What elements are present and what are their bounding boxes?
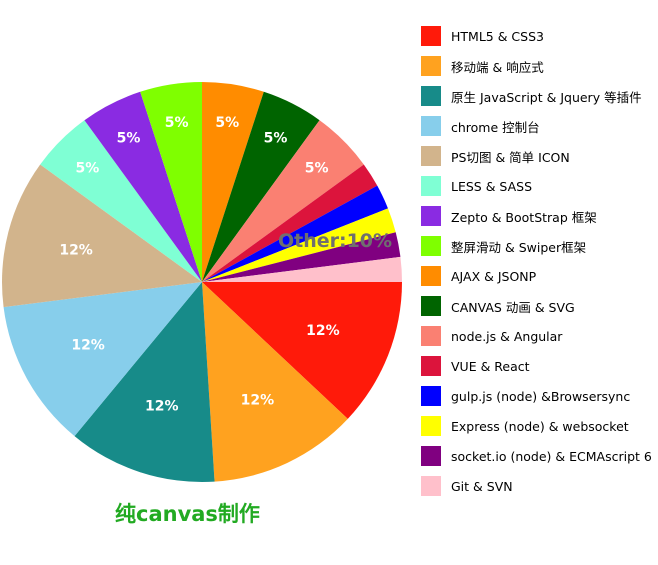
legend-item: node.js & Angular <box>421 321 652 351</box>
legend-swatch <box>421 146 441 166</box>
legend-swatch <box>421 236 441 256</box>
pie-slice-1 <box>202 282 402 419</box>
legend-label: CANVAS 动画 & SVG <box>451 299 575 315</box>
slice-percent-label: 12% <box>306 323 340 339</box>
legend-item: 移动端 & 响应式 <box>421 51 652 81</box>
pie-slice-6 <box>40 120 203 282</box>
legend-label: 整屏滑动 & Swiper框架 <box>451 239 587 255</box>
legend-swatch <box>421 356 441 376</box>
legend-label: HTML5 & CSS3 <box>451 28 544 44</box>
slice-percent-label: 12% <box>59 243 93 259</box>
legend-label: Express (node) & websocket <box>451 418 629 434</box>
legend-item: 原生 JavaScript & Jquery 等插件 <box>421 81 652 111</box>
legend-item: VUE & React <box>421 351 652 381</box>
pie-slices <box>2 82 402 483</box>
legend-label: 原生 JavaScript & Jquery 等插件 <box>451 89 642 105</box>
legend-item: AJAX & JSONP <box>421 261 652 291</box>
legend-swatch <box>421 446 441 466</box>
legend-swatch <box>421 386 441 406</box>
legend-swatch <box>421 26 441 46</box>
legend-label: LESS & SASS <box>451 178 533 194</box>
legend-swatch <box>421 296 441 316</box>
pie-slice-7 <box>84 91 202 282</box>
legend-swatch <box>421 86 441 106</box>
pie-slice-5 <box>2 164 202 308</box>
pie-slice-15 <box>202 232 401 282</box>
legend-item: Zepto & BootStrap 框架 <box>421 201 652 231</box>
legend-label: gulp.js (node) &Browsersync <box>451 388 631 404</box>
legend-swatch <box>421 176 441 196</box>
slice-percent-label: 5% <box>305 160 329 176</box>
legend-item: HTML5 & CSS3 <box>421 21 652 51</box>
pie-slice-14 <box>202 208 396 282</box>
slice-percent-label: 5% <box>215 115 239 131</box>
slice-percent-label: 12% <box>71 338 105 354</box>
legend-swatch <box>421 56 441 76</box>
legend-swatch <box>421 326 441 346</box>
legend-label: chrome 控制台 <box>451 119 540 135</box>
chart-caption: 纯canvas制作 <box>115 502 260 526</box>
legend-item: PS切图 & 简单 ICON <box>421 141 652 171</box>
pie-slice-10 <box>202 91 320 282</box>
legend-swatch <box>421 206 441 226</box>
slice-percent-label: 12% <box>241 393 275 409</box>
legend-swatch <box>421 116 441 136</box>
legend-label: AJAX & JSONP <box>451 268 537 284</box>
legend-swatch <box>421 476 441 496</box>
legend-swatch <box>421 266 441 286</box>
legend-item: gulp.js (node) &Browsersync <box>421 381 652 411</box>
legend-item: CANVAS 动画 & SVG <box>421 291 652 321</box>
pie-slice-labels: 12% 12% 12% 12% 12% 5% 5% 5% 5% 5% 5% <box>59 115 339 415</box>
legend-item: LESS & SASS <box>421 171 652 201</box>
pie-slice-13 <box>202 185 388 282</box>
legend-item: 整屏滑动 & Swiper框架 <box>421 231 652 261</box>
legend-label: socket.io (node) & ECMAscript 6 <box>451 448 652 464</box>
pie-slice-4 <box>3 282 202 437</box>
legend-label: Git & SVN <box>451 478 513 494</box>
legend-label: Zepto & BootStrap 框架 <box>451 209 597 225</box>
legend-item: Git & SVN <box>421 471 652 501</box>
slice-percent-label: 5% <box>76 160 100 176</box>
slice-percent-label: 5% <box>117 131 141 147</box>
pie-slice-3 <box>74 282 215 483</box>
slice-percent-label: 5% <box>165 115 189 131</box>
legend-label: VUE & React <box>451 358 530 374</box>
slice-percent-label: 5% <box>264 131 288 147</box>
legend-item: chrome 控制台 <box>421 111 652 141</box>
pie-slice-11 <box>202 120 364 282</box>
legend-item: Express (node) & websocket <box>421 411 652 441</box>
legend: HTML5 & CSS3 移动端 & 响应式原生 JavaScript & Jqu… <box>421 21 652 501</box>
legend-label: node.js & Angular <box>451 328 563 344</box>
pie-slice-16 <box>202 256 402 282</box>
legend-label: 移动端 & 响应式 <box>451 59 544 75</box>
pie-slice-2 <box>202 282 348 482</box>
pie-slice-12 <box>202 164 378 282</box>
pie-slice-8 <box>140 82 202 282</box>
legend-item: socket.io (node) & ECMAscript 6 <box>421 441 652 471</box>
other-label: Other:10% <box>278 230 392 252</box>
legend-swatch <box>421 416 441 436</box>
pie-slice-9 <box>202 82 264 282</box>
slice-percent-label: 12% <box>145 399 179 415</box>
legend-label: PS切图 & 简单 ICON <box>451 149 570 165</box>
pie-chart: 12% 12% 12% 12% 12% 5% 5% 5% 5% 5% 5% Other:10% <box>2 82 402 483</box>
